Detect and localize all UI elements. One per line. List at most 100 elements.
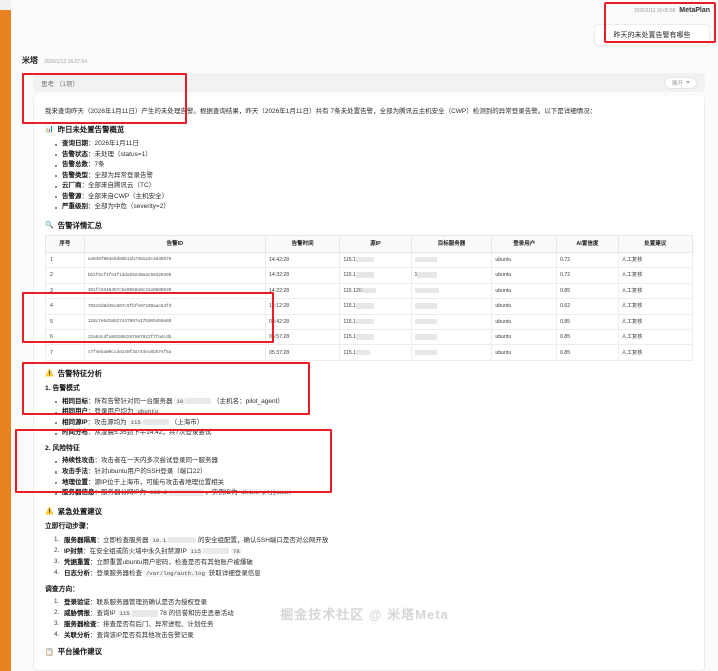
cell-alert-time: 14:42:28 — [264, 251, 341, 269]
cell-alert-id: c7f4eba00ccde249f3a744ec0b57ef5a — [83, 344, 266, 361]
item-label: 凭据重置 — [64, 558, 90, 566]
col-ai-confidence: AI置信度 — [556, 235, 619, 253]
section-title-action: 紧急处置建议 — [57, 506, 103, 516]
overview-value: 全部来自腾讯云（TC） — [88, 182, 156, 190]
user-message-timestamp: 2026/1/12 16:06:58 — [633, 7, 676, 14]
cell-login-user: ubuntu — [491, 282, 558, 300]
item-mono: 10.1 — [150, 536, 169, 544]
src-ip-text: 115.1 — [343, 257, 356, 263]
overview-label: 告警状态 — [62, 150, 88, 158]
cell-ai-confidence: 0.85 — [556, 328, 619, 346]
cell-target-server — [410, 344, 493, 361]
src-ip-text: 115.1 — [343, 318, 356, 325]
cell-advice: 人工复核 — [617, 313, 694, 331]
cell-advice: 人工复核 — [617, 328, 694, 346]
item-text-after: 78 的信誉和历史恶意活动 — [159, 610, 234, 618]
item-text: 登录服务器检查 — [96, 569, 143, 577]
cell-alert-id: 128c7e5d18527447807a175365459a88 — [83, 313, 266, 331]
action-steps-list: 服务器隔离：立即检查服务器 10.1 的安全组配置，确认SSH端口是否对公网开放… — [54, 535, 693, 579]
search-icon: 🔍 — [45, 222, 54, 230]
list-item: IP封禁：在安全组或防火墙中永久封禁源IP 115 78 — [54, 546, 242, 556]
cell-advice: 人工复核 — [617, 251, 694, 269]
item-label: 持续性攻击 — [62, 457, 95, 465]
expand-button[interactable]: 展开 — [663, 76, 697, 89]
redaction-mask — [168, 536, 197, 544]
instance-id-mono: ihins-p4jjwwun — [239, 489, 293, 497]
item-mono: 115 — [117, 610, 132, 618]
list-item: 服务器检查：排查是否有后门、异常进程、计划任务 — [54, 619, 214, 630]
table-row: 2 bb1f6cf1fe4f1ddab9249a4c5632839b 14:32… — [45, 267, 694, 284]
redaction-mask — [414, 256, 437, 263]
chevron-down-icon — [686, 81, 690, 84]
list-item: 服务器隔离：立即检查服务器 10.1 的安全组配置，确认SSH端口是否对公网开放 — [54, 535, 329, 546]
section-title-table: 告警详情汇总 — [57, 220, 103, 230]
redaction-mask — [414, 334, 437, 340]
cell-login-user: ubuntu — [491, 298, 558, 315]
item-label: 日志分析 — [64, 569, 90, 577]
list-item: 相同用户：登录用户均为 ubuntu — [54, 407, 693, 418]
item-label: 服务器隔离 — [64, 536, 97, 544]
item-label: 相同源IP — [62, 418, 88, 426]
redaction-mask — [355, 334, 374, 340]
redaction-mask — [414, 287, 439, 294]
cell-login-user: ubuntu — [491, 313, 558, 331]
src-ip-text: 115.120 — [343, 287, 362, 294]
cell-index: 2 — [45, 267, 85, 284]
alerts-table: 序号 告警ID 告警时间 源IP 目标服务器 登录用户 AI置信度 处置建议 1 — [45, 235, 694, 361]
redaction-mask — [355, 303, 374, 309]
cell-alert-time: 14:32:28 — [264, 267, 341, 284]
redaction-mask — [169, 489, 204, 496]
cell-source-ip: 115.1 — [339, 328, 412, 346]
item-text: 查询IP — [96, 610, 116, 618]
section-heading-table: 🔍 告警详情汇总 — [45, 220, 693, 231]
cell-advice: 人工复核 — [617, 344, 694, 361]
redaction-mask — [355, 349, 370, 355]
section-title-overview: 昨日未处置告警概览 — [57, 124, 125, 134]
item-text: 立即检查服务器 — [103, 536, 149, 544]
rail-notch — [0, 0, 11, 10]
cell-ai-confidence: 0.72 — [556, 251, 619, 269]
report-intro-text: 我来查询昨天（2026年1月11日）产生的未处理告警。根据查询结果，昨天（202… — [45, 108, 597, 115]
left-accent-rail — [0, 0, 11, 671]
subsection-title-alert-pattern: 1. 告警模式 — [45, 385, 80, 393]
redaction-mask — [355, 318, 374, 325]
item-label: 登录验证 — [64, 599, 90, 607]
item-text: 登录用户均为 — [94, 408, 134, 416]
table-row: 1 a4848f004ebd68b11b7381a3c4645979 14:42… — [45, 251, 694, 269]
item-text-after: （上海市） — [170, 418, 204, 426]
redaction-mask — [202, 547, 229, 555]
user-message-bubble[interactable]: 昨天的未处置告警有哪些 — [594, 24, 710, 46]
overview-label: 云厂商 — [62, 182, 82, 190]
cell-source-ip: 115.120 — [339, 282, 412, 300]
cell-target-server — [410, 313, 493, 331]
overview-value: 全部来自CWP（主机安全） — [88, 192, 169, 200]
cell-target-server — [410, 298, 493, 315]
assistant-report-card: 我来查询昨天（2026年1月11日）产生的未处理告警。根据查询结果，昨天（202… — [33, 97, 705, 671]
item-text-after: ，实例ID为 — [205, 489, 238, 497]
section-title-analysis: 告警特征分析 — [57, 368, 103, 378]
item-text-after: 的安全组配置，确认SSH端口是否对公网开放 — [198, 536, 329, 544]
overview-label: 告警总数 — [62, 161, 88, 169]
overview-label: 告警源 — [62, 192, 82, 200]
cell-alert-id: bb1f6cf1fe4f1ddab9249a4c5632839b — [83, 267, 266, 284]
table-row: 6 32a04cdfa891804287987922f7fa4cdb 05:57… — [45, 328, 694, 346]
cell-advice: 人工复核 — [617, 282, 694, 300]
expand-button-label: 展开 — [671, 80, 683, 87]
list-item: 服务器信息：服务器公网IP为 133.2 ，实例ID为 ihins-p4jjww… — [54, 488, 693, 499]
cell-index: 3 — [45, 282, 85, 300]
src-ip-text: 115.1 — [343, 334, 356, 341]
cell-index: 7 — [45, 344, 85, 361]
overview-label: 严重级别 — [62, 203, 88, 211]
thinking-collapsible-bar[interactable]: 思考 （1项） 展开 — [33, 73, 705, 92]
bar-chart-icon: 📊 — [45, 125, 54, 133]
overview-value: 未处理（status=1） — [94, 150, 152, 158]
cell-ai-confidence: 0.85 — [556, 313, 619, 331]
item-label: 关联分析 — [64, 632, 90, 640]
overview-label: 查询日期 — [62, 140, 88, 148]
target-text: 1 — [414, 272, 418, 279]
redaction-mask — [185, 397, 212, 405]
cell-advice: 人工复核 — [617, 267, 694, 284]
list-item: 云厂商：全部来自腾讯云（TC） — [54, 181, 693, 192]
clipboard-icon: 📋 — [45, 648, 54, 656]
redaction-mask — [414, 349, 437, 355]
